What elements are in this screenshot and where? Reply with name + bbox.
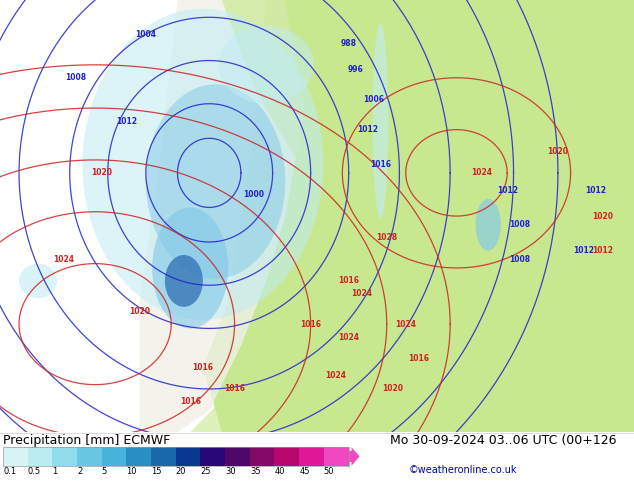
Polygon shape (222, 0, 330, 173)
Polygon shape (139, 0, 304, 432)
Bar (101, 447, 126, 465)
Text: 1008: 1008 (65, 74, 87, 82)
Text: 1024: 1024 (471, 169, 493, 177)
Text: ©weatheronline.co.uk: ©weatheronline.co.uk (409, 465, 517, 474)
Text: 20: 20 (176, 466, 186, 476)
Text: 0.5: 0.5 (28, 466, 41, 476)
Polygon shape (203, 0, 634, 432)
Bar (53, 447, 77, 465)
Bar (3, 447, 28, 465)
Text: 996: 996 (347, 65, 363, 74)
Text: 1004: 1004 (135, 30, 157, 39)
Text: 1000: 1000 (243, 190, 264, 199)
Ellipse shape (146, 84, 285, 279)
Text: 1016: 1016 (300, 319, 321, 329)
Bar (28, 447, 53, 465)
Text: 1008: 1008 (509, 255, 531, 264)
Text: 1024: 1024 (325, 371, 347, 381)
Text: 1008: 1008 (509, 220, 531, 229)
Text: Mo 30-09-2024 03..06 UTC (00+126: Mo 30-09-2024 03..06 UTC (00+126 (390, 434, 616, 447)
Text: 1016: 1016 (192, 363, 214, 372)
Text: 1: 1 (53, 466, 58, 476)
Text: 50: 50 (324, 466, 334, 476)
Text: 1012: 1012 (592, 246, 613, 255)
Text: 1024: 1024 (351, 290, 372, 298)
Text: 1016: 1016 (370, 160, 391, 169)
Text: 10: 10 (126, 466, 137, 476)
FancyArrow shape (349, 447, 359, 465)
Text: 1016: 1016 (179, 397, 201, 406)
Text: 1012: 1012 (357, 125, 378, 134)
Text: 1020: 1020 (129, 307, 150, 316)
Bar (275, 447, 299, 465)
Text: 1020: 1020 (592, 212, 613, 220)
Text: 45: 45 (299, 466, 309, 476)
Ellipse shape (372, 24, 388, 218)
Bar (299, 447, 324, 465)
Text: 1006: 1006 (363, 95, 385, 104)
Text: 1024: 1024 (338, 333, 359, 342)
Text: 1020: 1020 (382, 385, 404, 393)
Text: 988: 988 (340, 39, 357, 48)
Ellipse shape (152, 207, 228, 328)
Text: 40: 40 (275, 466, 285, 476)
Ellipse shape (219, 26, 314, 104)
Text: 1028: 1028 (376, 233, 398, 242)
Ellipse shape (165, 255, 203, 307)
Text: 30: 30 (225, 466, 236, 476)
Bar (3, 447, 349, 465)
Text: 1016: 1016 (224, 385, 245, 393)
Text: 0.1: 0.1 (3, 466, 16, 476)
Text: 1020: 1020 (91, 169, 112, 177)
Text: 2: 2 (77, 466, 82, 476)
Bar (225, 447, 250, 465)
Text: 1024: 1024 (53, 255, 74, 264)
Ellipse shape (476, 199, 501, 251)
Text: 1012: 1012 (116, 117, 138, 125)
Bar (324, 447, 349, 465)
Text: 35: 35 (250, 466, 261, 476)
Text: Precipitation [mm] ECMWF: Precipitation [mm] ECMWF (3, 434, 171, 447)
Text: 1012: 1012 (496, 186, 518, 195)
Ellipse shape (19, 264, 57, 298)
Text: 1024: 1024 (395, 319, 417, 329)
Bar (200, 447, 225, 465)
Ellipse shape (82, 9, 323, 320)
Text: 1020: 1020 (547, 147, 569, 156)
Text: 5: 5 (101, 466, 107, 476)
Polygon shape (190, 281, 634, 432)
Text: 1016: 1016 (338, 276, 359, 285)
Bar (126, 447, 151, 465)
Bar (77, 447, 101, 465)
Bar (151, 447, 176, 465)
Text: 15: 15 (151, 466, 162, 476)
Text: 1012: 1012 (585, 186, 607, 195)
Text: 25: 25 (200, 466, 211, 476)
Text: 1012: 1012 (573, 246, 594, 255)
Bar (176, 447, 200, 465)
Text: 1016: 1016 (408, 354, 429, 363)
Bar (250, 447, 275, 465)
